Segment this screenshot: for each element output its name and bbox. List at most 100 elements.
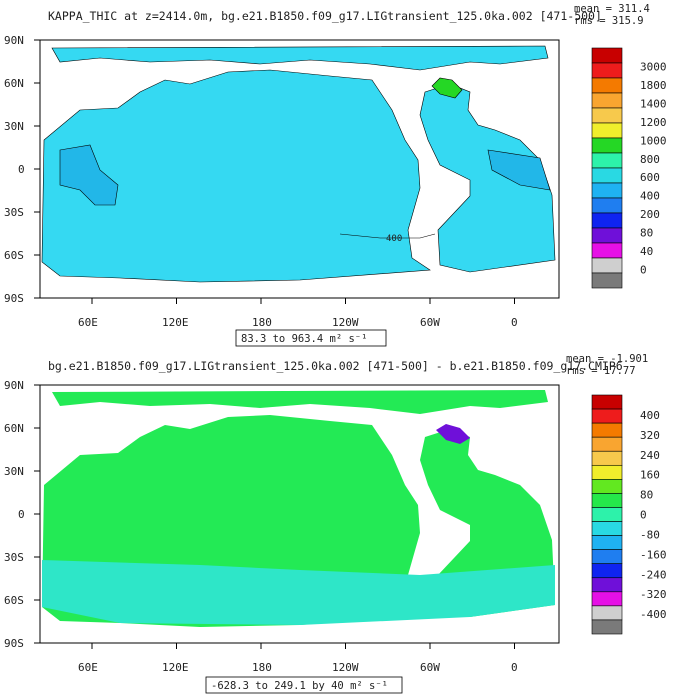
colorbar-swatch xyxy=(591,77,623,94)
colorbar-label: -320 xyxy=(640,588,667,601)
colorbar-label: 40 xyxy=(640,245,653,258)
colorbar-swatch xyxy=(591,563,623,579)
panel-1-atlantic-high xyxy=(487,149,551,191)
panel-2-colorbar: 400 320 240 160 80 0 -80 -160 -240 -320 -400 xyxy=(591,394,667,635)
colorbar-swatch xyxy=(591,107,623,124)
colorbar-label: 0 xyxy=(640,509,647,522)
colorbar-swatch xyxy=(591,450,623,466)
panel-1-ocean-field: 400 xyxy=(41,45,556,283)
colorbar-label: 400 xyxy=(640,190,660,203)
panel-1-mean: mean = 311.4 xyxy=(574,3,650,15)
colorbar-swatch xyxy=(591,122,623,139)
panel-1-arctic-strip xyxy=(51,45,549,71)
panel-1-ytick-label: 90S xyxy=(4,292,24,305)
colorbar-swatch xyxy=(591,521,623,536)
panel-1-xtick-label: 120W xyxy=(332,316,359,329)
colorbar-swatch xyxy=(591,507,623,522)
panel-2-rms: rms = 17.77 xyxy=(566,365,636,377)
panel-2-range-box xyxy=(205,676,403,694)
panel-1-xtick-label: 0 xyxy=(511,316,518,329)
panel-2-mean: mean = -1.901 xyxy=(566,353,648,365)
colorbar-swatch xyxy=(591,493,623,508)
panel-2-ocean-field xyxy=(42,390,555,627)
panel-2-xtick-label: 0 xyxy=(511,661,518,674)
panel-2-title: bg.e21.B1850.f09_g17.LIGtransient_125.0k… xyxy=(48,359,623,373)
colorbar-label: -400 xyxy=(640,608,667,621)
colorbar-label: 1800 xyxy=(640,79,667,92)
colorbar-label: -80 xyxy=(640,528,660,541)
panel-2-ytick-label: 90S xyxy=(4,637,24,650)
panel-1-atlantic xyxy=(419,83,556,273)
panel-2-ytick-label: 30S xyxy=(4,551,24,564)
colorbar-label: 0 xyxy=(640,264,647,277)
panel-2-ytick-label: 60S xyxy=(4,594,24,607)
panel-2-xtick-label: 60W xyxy=(420,661,440,674)
colorbar-label: 80 xyxy=(640,489,653,502)
panel-2-xtick-label: 60E xyxy=(78,661,98,674)
panel-1-ytick-label: 30N xyxy=(4,120,24,133)
panel-1-400-contour xyxy=(339,233,436,239)
panel-2-x-axis: 60E 120E 180 120W 60W 0 xyxy=(78,661,518,674)
colorbar-swatch xyxy=(591,227,623,244)
panel-2-southern-band xyxy=(42,560,555,625)
colorbar-label: 1200 xyxy=(640,116,667,129)
panel-1-x-axis: 60E 120E 180 120W 60W 0 xyxy=(78,316,518,329)
panel-1-ytick-label: 60N xyxy=(4,77,24,90)
colorbar-swatch xyxy=(591,408,623,424)
panel-2-y-axis: 90N 60N 30N 0 30S 60S 90S xyxy=(4,379,25,650)
panel-2-range-label: -628.3 to 249.1 by 40 m² s⁻¹ xyxy=(211,680,388,692)
panel-1-indian-high xyxy=(59,144,119,206)
panel-1-ytick-label: 0 xyxy=(18,163,25,176)
panel-2-arctic-strip xyxy=(52,390,548,414)
panel-2-ytick-label: 60N xyxy=(4,422,24,435)
panel-1-labrador-anomaly xyxy=(431,77,463,99)
colorbar-swatch xyxy=(591,167,623,184)
panel-2: bg.e21.B1850.f09_g17.LIGtransient_125.0k… xyxy=(4,353,667,694)
panel-1-contour-label: 400 xyxy=(386,234,402,244)
colorbar-swatch xyxy=(591,92,623,109)
panel-2-ytick-label: 30N xyxy=(4,465,24,478)
panel-1-range-label: 83.3 to 963.4 m² s⁻¹ xyxy=(241,333,367,345)
panel-1-xtick-label: 60E xyxy=(78,316,98,329)
colorbar-swatch xyxy=(591,242,623,259)
panel-1-range-box xyxy=(235,329,387,347)
colorbar-swatch xyxy=(591,535,623,550)
panel-1-xtick-label: 120E xyxy=(162,316,189,329)
panel-1-y-axis: 90N 60N 30N 0 30S 60S 90S xyxy=(4,34,25,305)
colorbar-swatch xyxy=(591,152,623,169)
colorbar-swatch xyxy=(591,591,623,607)
panel-1-ticks xyxy=(34,39,515,304)
panel-1-xtick-label: 180 xyxy=(252,316,272,329)
colorbar-label: -240 xyxy=(640,568,667,581)
colorbar-label: 80 xyxy=(640,227,653,240)
colorbar-label: 1400 xyxy=(640,97,667,110)
colorbar-swatch xyxy=(591,619,623,635)
colorbar-label: 320 xyxy=(640,429,660,442)
colorbar-swatch xyxy=(591,464,623,480)
panel-1-title: KAPPA_THIC at z=2414.0m, bg.e21.B1850.f0… xyxy=(48,9,602,23)
panel-1-ytick-label: 30S xyxy=(4,206,24,219)
colorbar-swatch xyxy=(591,257,623,274)
colorbar-label: 200 xyxy=(640,208,660,221)
colorbar-label: 600 xyxy=(640,171,660,184)
panel-2-xtick-label: 120W xyxy=(332,661,359,674)
colorbar-label: 1000 xyxy=(640,134,667,147)
colorbar-swatch xyxy=(591,422,623,438)
colorbar-swatch xyxy=(591,394,623,410)
colorbar-swatch xyxy=(591,182,623,199)
colorbar-swatch xyxy=(591,479,623,494)
panel-2-xtick-label: 180 xyxy=(252,661,272,674)
colorbar-label: 400 xyxy=(640,409,660,422)
colorbar-label: 240 xyxy=(640,449,660,462)
colorbar-swatch xyxy=(591,47,623,64)
colorbar-swatch xyxy=(591,137,623,154)
colorbar-swatch xyxy=(591,549,623,565)
colorbar-swatch xyxy=(591,197,623,214)
colorbar-swatch xyxy=(591,605,623,621)
colorbar-swatch xyxy=(591,212,623,229)
panel-2-labrador-anomaly xyxy=(436,424,470,444)
panel-1-xtick-label: 60W xyxy=(420,316,440,329)
colorbar-swatch xyxy=(591,272,623,289)
panel-1-rms: rms = 315.9 xyxy=(574,15,644,27)
